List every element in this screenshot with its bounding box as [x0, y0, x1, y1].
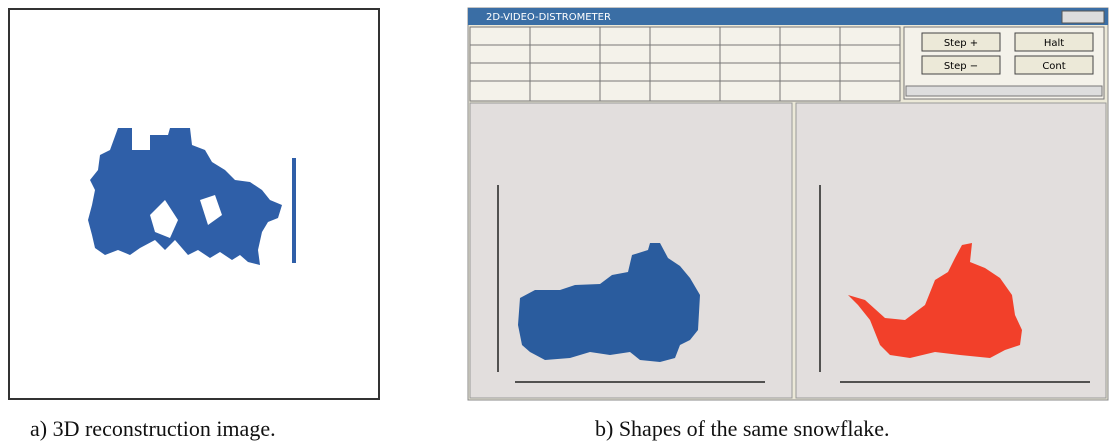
button-label[interactable]: Halt — [1044, 38, 1064, 49]
figure: 2D-VIDEO-DISTROMETER Step + Halt Step − … — [0, 0, 1115, 447]
reconstruction-fragment — [292, 158, 296, 263]
info-grid — [470, 27, 900, 101]
caption: b) Shapes of the same snowflake. — [595, 416, 889, 442]
page: 2D-VIDEO-DISTROMETER Step + Halt Step − … — [0, 0, 1115, 447]
button-label[interactable]: Cont — [1042, 61, 1065, 72]
view-left — [470, 103, 792, 398]
window-title: 2D-VIDEO-DISTROMETER — [486, 12, 611, 23]
window-controls — [1062, 11, 1104, 23]
scrollbar[interactable] — [906, 86, 1102, 96]
caption: a) 3D reconstruction image. — [30, 416, 276, 442]
button-label[interactable]: Step + — [944, 38, 978, 49]
button-label[interactable]: Step − — [944, 61, 978, 72]
